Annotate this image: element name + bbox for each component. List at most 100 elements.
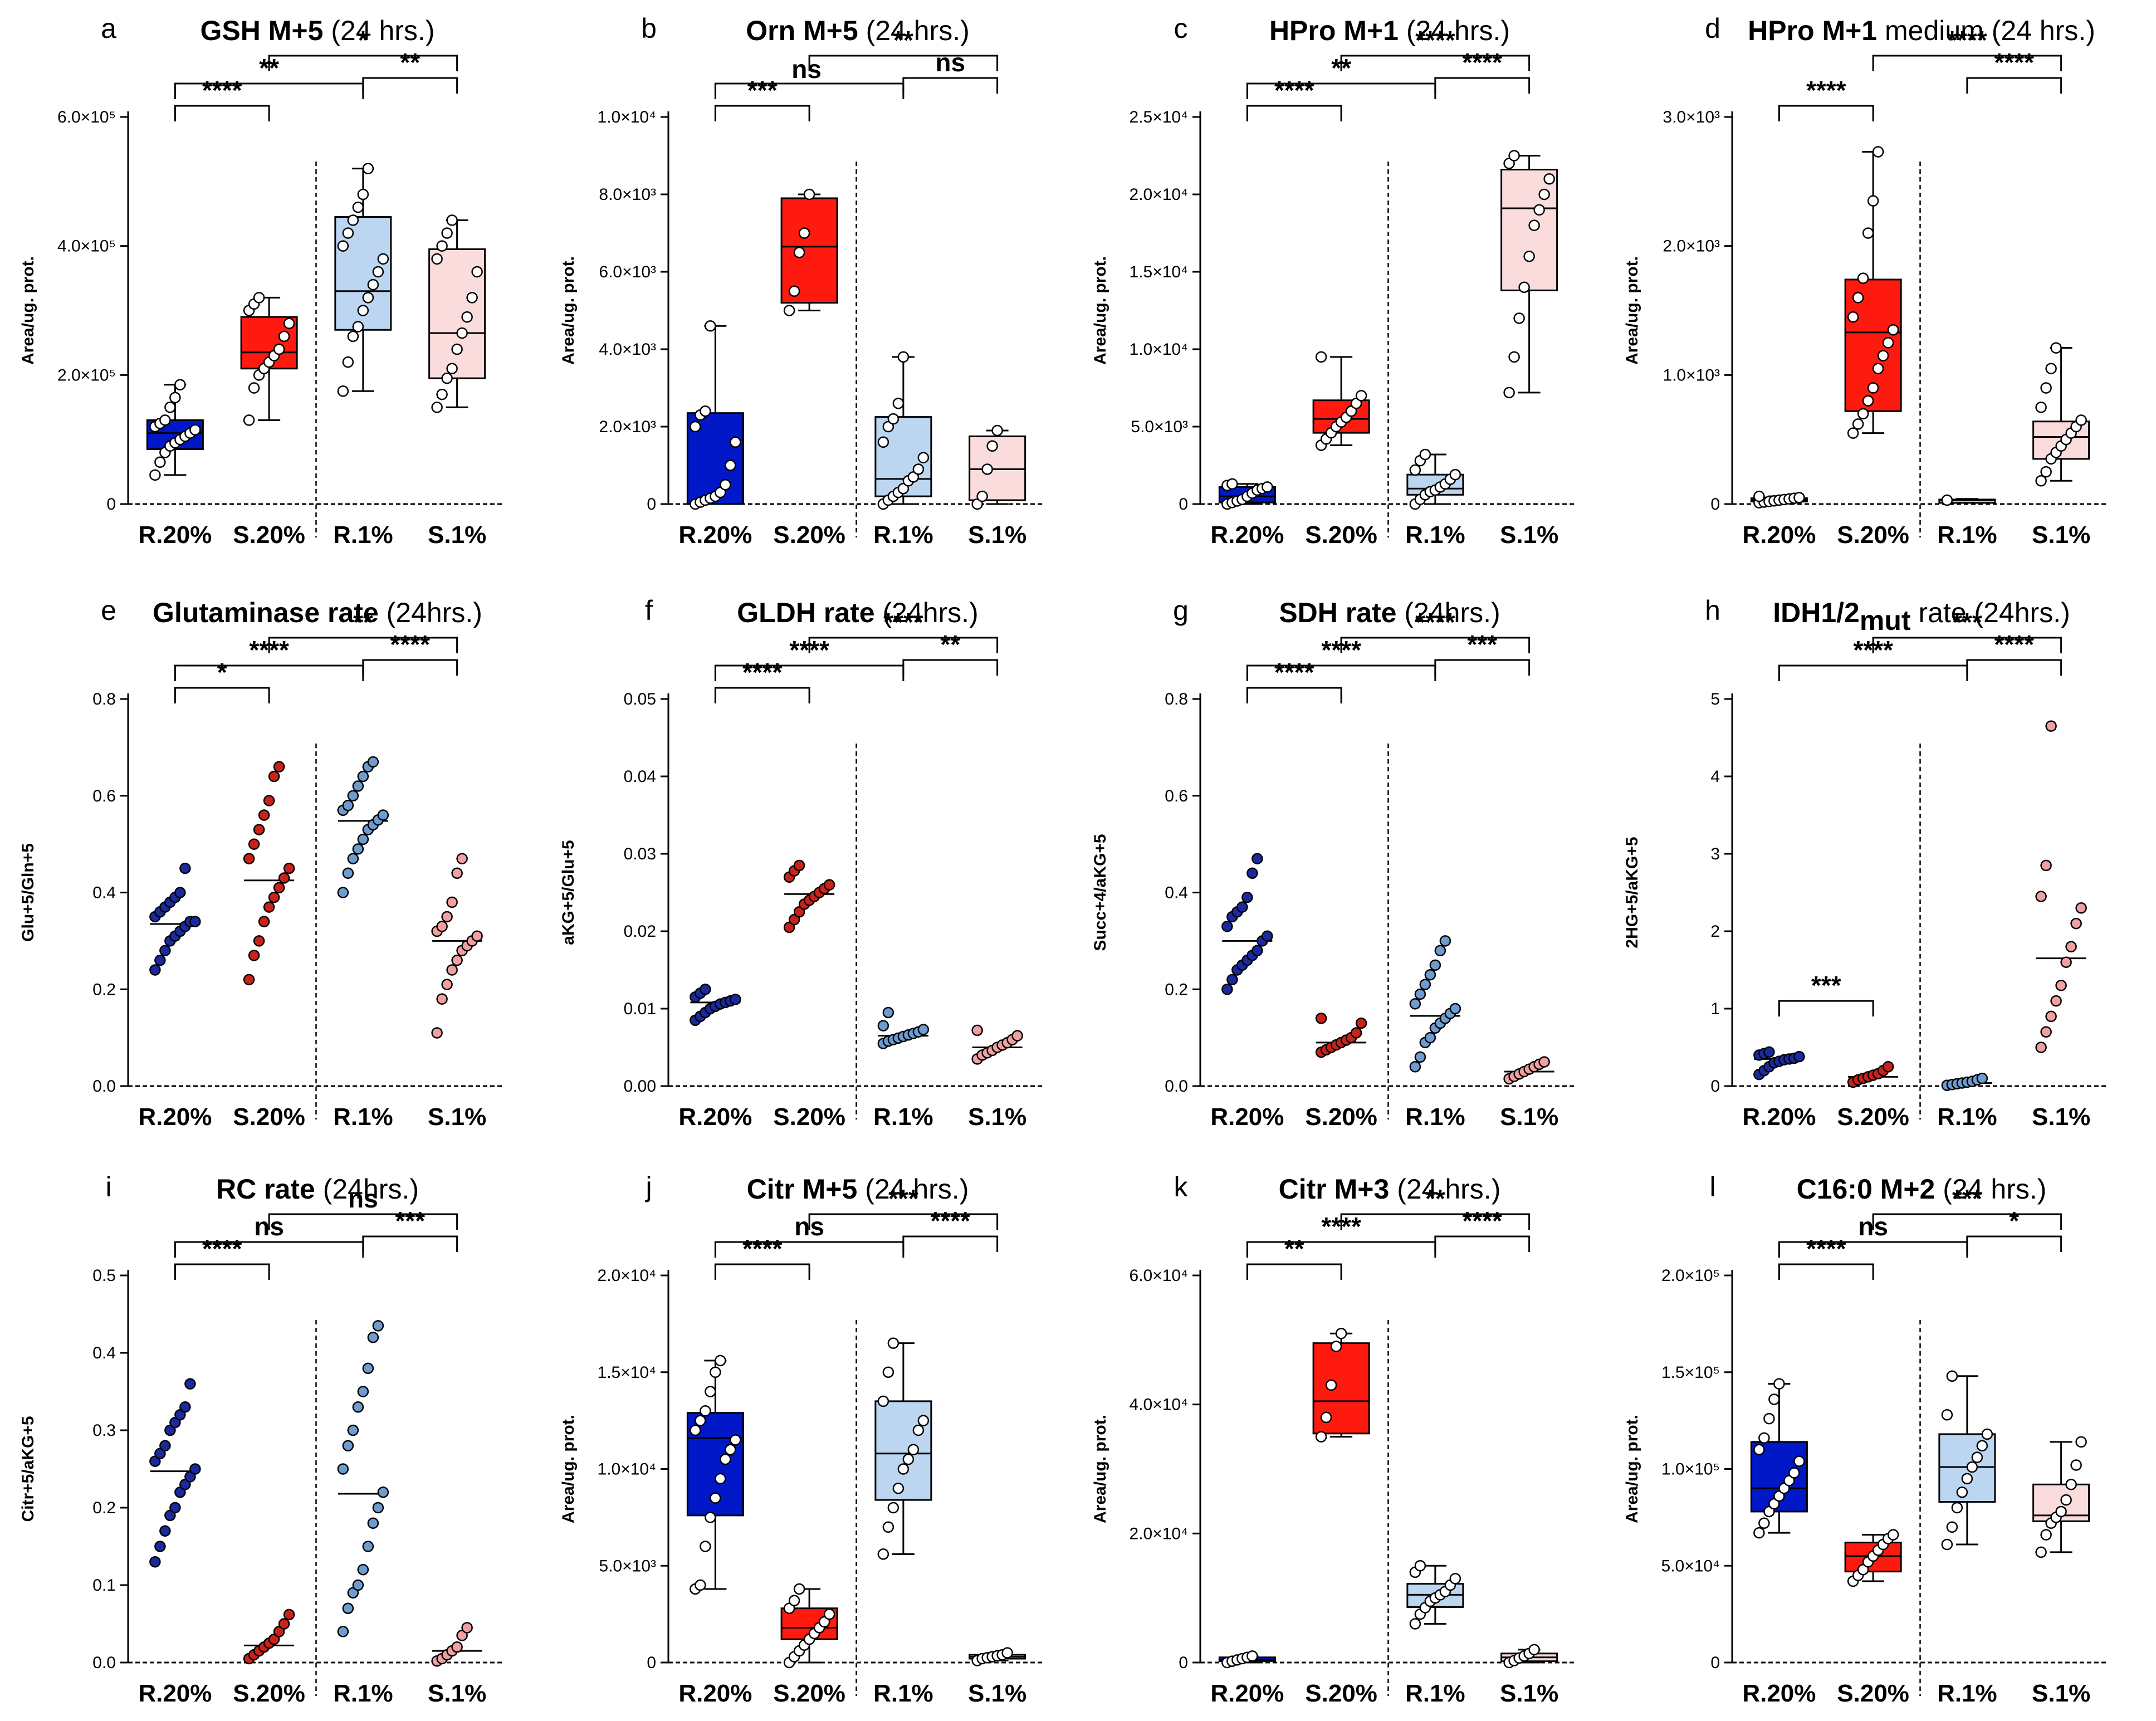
data-point [273,882,285,894]
significance-bracket [174,664,364,681]
data-point [441,227,453,239]
data-point [273,761,285,773]
y-tick-label: 0 [647,1654,656,1672]
data-point [342,227,354,239]
x-category-label: R.1% [1937,1103,1997,1131]
y-tick-label: 6.0×10⁴ [1130,1267,1188,1285]
y-axis-label: Area/ug. prot. [1623,256,1641,365]
data-point [700,1541,711,1552]
y-axis-label: Area/ug. prot. [1091,256,1109,365]
y-tick-label: 4.0×10³ [599,340,656,359]
data-point [451,867,463,879]
y-tick-label: 1.0×10⁴ [598,108,656,126]
y-tick-label: 0 [1179,1654,1188,1672]
chart-title-bold: GLDH rate [737,597,874,628]
data-point [897,1463,910,1475]
data-point [1941,1538,1953,1551]
data-point [357,188,369,201]
x-category-label: S.1% [2032,1103,2090,1131]
data-point [1857,272,1869,284]
x-category-label: R.20% [1210,1680,1284,1707]
significance-bracket [1778,664,1968,681]
data-point [1226,974,1238,986]
data-point [431,402,443,413]
data-point [159,1525,171,1537]
data-point [1528,1644,1540,1656]
significance-label: *** [1952,608,1982,637]
data-point [892,398,905,409]
panel-label: d [1705,13,1720,44]
data-point [1941,1409,1953,1421]
data-point [1847,427,1859,439]
x-category-label: R.20% [1210,521,1284,549]
y-tick-label: 0.0 [92,1654,116,1672]
panel-c: c HPro M+1 (24 hrs.) Area/ug. prot. 0 5.0×10… [1091,13,1576,549]
x-category-label: R.20% [138,1680,212,1707]
x-category-label: R.1% [873,1103,933,1131]
data-point [877,1548,889,1560]
x-category-label: R.1% [1405,1103,1465,1131]
data-point [1325,1379,1337,1391]
data-point [1424,1031,1436,1044]
data-point [1941,494,1953,506]
significance-label: ** [1284,1234,1304,1263]
significance-bracket [362,1235,458,1252]
data-point [2035,891,2047,902]
data-point [2075,902,2087,914]
x-category-label: S.20% [1305,521,1377,549]
x-category-label: S.1% [968,1103,1026,1131]
data-point [169,1502,181,1514]
significance-label: *** [395,1206,425,1235]
y-tick-label: 0 [1710,495,1720,514]
significance-bracket [714,1263,810,1280]
y-tick-label: 0.6 [1165,787,1188,805]
significance-label: **** [390,630,430,659]
chart-title-rest: (24 hrs.) [323,15,434,46]
y-tick-label: 0.3 [92,1421,116,1440]
data-point [1001,1647,1013,1659]
data-point [1251,945,1263,956]
significance-label: **** [1947,26,1987,55]
y-axis-label: Area/ug. prot. [1623,1415,1641,1523]
significance-label: ** [400,48,420,77]
data-point [446,964,458,976]
data-point [788,285,800,297]
data-point [2075,1436,2087,1448]
data-point [159,945,171,956]
x-category-label: R.1% [333,1103,393,1131]
chart-title-bold: IDH1/2 [1773,597,1860,628]
data-point [154,954,166,966]
significance-bracket [174,1263,270,1280]
chart-title-sub: mut [1860,605,1911,636]
panel-label: c [1174,13,1188,44]
data-point [1763,1412,1775,1425]
significance-bracket [1246,105,1342,121]
y-tick-label: 8.0×10³ [599,185,656,204]
panel-g: g SDH rate (24hrs.) Succ+4/aKG+5 0.0 0.2 0.4 0… [1091,595,1576,1131]
significance-bracket [268,637,458,653]
data-point [253,292,265,304]
data-point [337,385,349,397]
significance-bracket [808,55,999,71]
significance-label: **** [1274,658,1314,687]
significance-bracket [1246,687,1342,703]
chart-title-bold: HPro M+1 [1748,15,1877,46]
data-point [2035,1546,2047,1558]
significance-label: ns [935,48,965,77]
y-axis-label: Area/ug. prot. [1091,1415,1109,1523]
data-point [456,853,468,864]
data-point [456,327,468,339]
significance-label: *** [888,1184,918,1213]
data-point [372,1502,384,1514]
data-point [243,974,255,986]
data-point [174,379,186,390]
significance-label: ** [893,26,913,55]
data-point [1518,281,1530,294]
data-point [273,343,285,355]
chart-title: C16:0 M+2 (24 hrs.) [1797,1174,2047,1205]
data-point [1753,490,1765,502]
data-point [1887,1529,1899,1541]
data-point [705,1512,716,1523]
data-point [283,317,295,329]
y-tick-label: 0.0 [1165,1077,1188,1096]
